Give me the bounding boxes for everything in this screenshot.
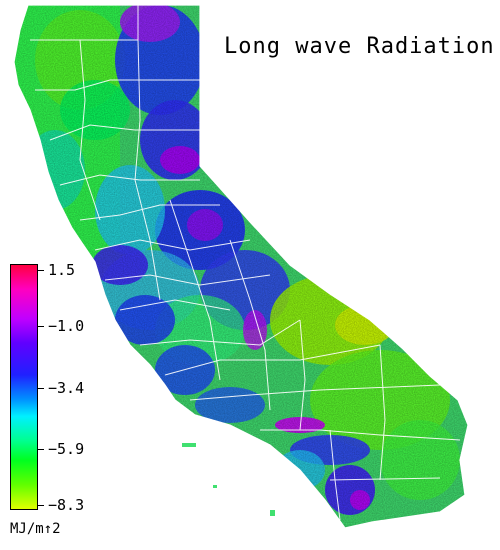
legend-tick [38, 326, 44, 327]
legend-tick-label: −1.0 [48, 317, 85, 335]
legend-units: MJ/m↑2 [10, 521, 61, 537]
legend-tick-label: 1.5 [48, 261, 76, 279]
legend-tick [38, 449, 44, 450]
legend-tick-label: −8.3 [48, 496, 85, 514]
legend-tick [38, 388, 44, 389]
map-title: Long wave Radiation [224, 34, 495, 59]
legend-tick-label: −5.9 [48, 440, 85, 458]
legend-tick [38, 505, 44, 506]
legend-tick [38, 270, 44, 271]
legend-tick-label: −3.4 [48, 379, 85, 397]
county-boundaries [30, 5, 461, 521]
channel-islands [182, 443, 275, 516]
color-scale-bar [10, 264, 38, 510]
